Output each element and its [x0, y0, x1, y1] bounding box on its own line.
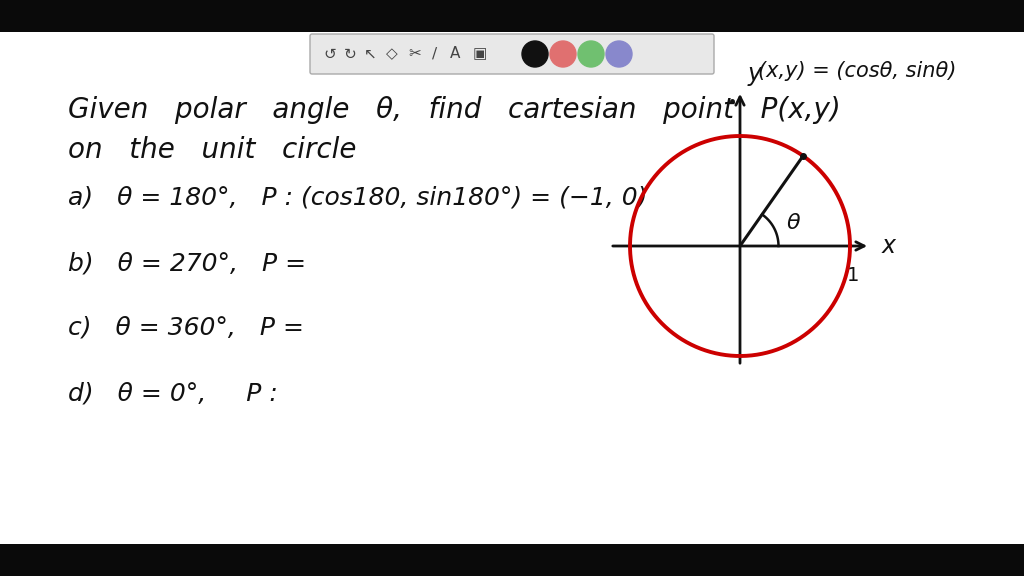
Text: b)   θ = 270°,   P =: b) θ = 270°, P =	[68, 251, 306, 275]
Text: θ: θ	[786, 213, 801, 233]
Text: 1: 1	[847, 266, 859, 285]
Bar	[0, 544, 1024, 576]
Text: ∕: ∕	[432, 47, 437, 62]
Bar	[0, 0, 1024, 32]
Circle shape	[550, 41, 575, 67]
Text: a)   θ = 180°,   P : (cos180, sin180°) = (−1, 0): a) θ = 180°, P : (cos180, sin180°) = (−1…	[68, 186, 647, 210]
Text: x: x	[882, 234, 896, 258]
Text: ↺: ↺	[324, 47, 336, 62]
Text: A: A	[450, 47, 460, 62]
Text: Given   polar   angle   θ,   find   cartesian   point   P(x,y): Given polar angle θ, find cartesian poin…	[68, 96, 841, 124]
Text: ✂: ✂	[409, 47, 421, 62]
Text: y: y	[748, 62, 762, 86]
Text: ▣: ▣	[473, 47, 487, 62]
Text: ◇: ◇	[386, 47, 398, 62]
Text: c)   θ = 360°,   P =: c) θ = 360°, P =	[68, 316, 304, 340]
Text: ↖: ↖	[364, 47, 377, 62]
Text: (x,y) = (cosθ, sinθ): (x,y) = (cosθ, sinθ)	[758, 61, 956, 81]
Circle shape	[578, 41, 604, 67]
Circle shape	[522, 41, 548, 67]
Text: on   the   unit   circle: on the unit circle	[68, 136, 356, 164]
FancyBboxPatch shape	[310, 34, 714, 74]
Text: d)   θ = 0°,     P :: d) θ = 0°, P :	[68, 381, 278, 405]
Circle shape	[606, 41, 632, 67]
Text: ↻: ↻	[344, 47, 356, 62]
